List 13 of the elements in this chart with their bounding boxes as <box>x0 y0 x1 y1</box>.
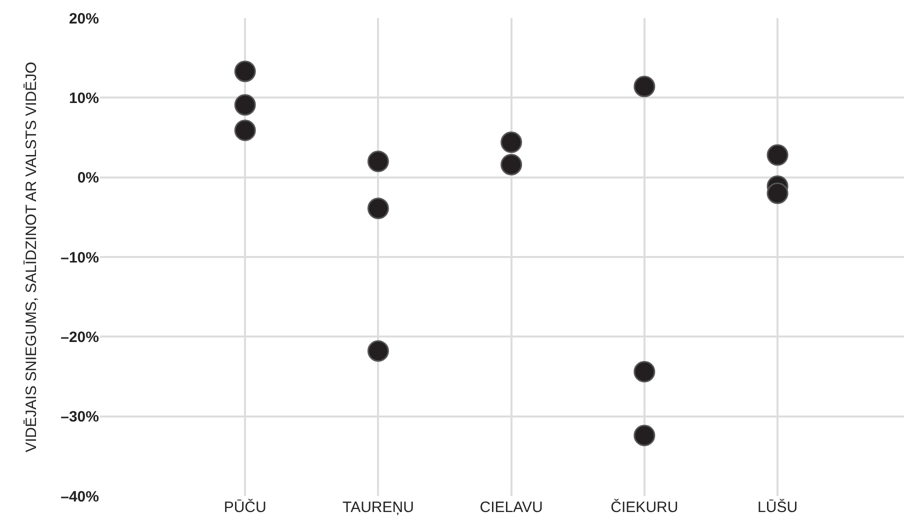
y-tick-label: 20% <box>68 10 99 28</box>
x-tick-label: CIELAVU <box>480 499 543 516</box>
y-tick-label: –40% <box>60 488 99 506</box>
x-tick-label: TAUREŅU <box>342 499 414 516</box>
y-tick-label: –30% <box>60 408 99 426</box>
y-tick-label: –20% <box>60 328 99 346</box>
x-tick-label: PŪČU <box>224 498 266 516</box>
y-axis-title: VIDĒJAIS SNIEGUMS, SALĪDZINOT AR VALSTS VIDĒJO <box>22 62 40 452</box>
x-tick-label: ČIEKURU <box>610 498 678 516</box>
y-tick-label: 0% <box>77 170 99 187</box>
y-tick-label: 10% <box>68 90 99 107</box>
x-tick-label: LŪŠU <box>758 498 798 516</box>
y-tick-label: –10% <box>60 249 99 266</box>
